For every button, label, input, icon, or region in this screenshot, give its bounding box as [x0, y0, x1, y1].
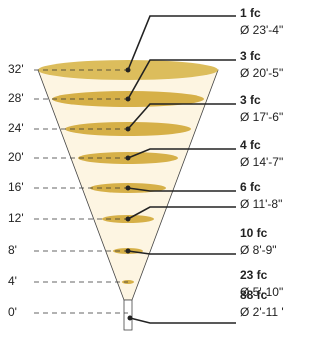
callout-dot — [128, 316, 133, 321]
height-label: 28' — [8, 91, 24, 105]
level-fc: 1 fc — [240, 6, 261, 20]
level-fc: 3 fc — [240, 49, 261, 63]
callout-line — [130, 318, 236, 323]
level-diameter: Ø 8'-9" — [240, 243, 277, 257]
callout-dot — [126, 68, 131, 73]
height-label: 8' — [8, 243, 17, 257]
height-label: 20' — [8, 150, 24, 164]
callout-dot — [126, 97, 131, 102]
height-label: 0' — [8, 305, 17, 319]
level-diameter: Ø 11'-8" — [240, 197, 282, 211]
callout-dot — [126, 249, 131, 254]
fixture — [124, 300, 132, 330]
height-label: 24' — [8, 121, 24, 135]
callout-dot — [126, 127, 131, 132]
beam-diagram: 32' 28' 24' 20' 16' 12' 8' 4' 0' 1 fc Ø 23'-4" 3 fc… — [0, 0, 294, 348]
level-diameter: Ø 14'-7" — [240, 155, 283, 169]
level-diameter: Ø 23'-4" — [240, 23, 283, 37]
level-diameter: Ø 20'-5" — [240, 66, 283, 80]
level-fc: 3 fc — [240, 93, 261, 107]
level-diameter: Ø 17'-6" — [240, 110, 283, 124]
level-diameter: Ø 2'-11 ' — [240, 305, 284, 319]
height-label: 12' — [8, 211, 24, 225]
height-label: 32' — [8, 62, 24, 76]
level-fc: 10 fc — [240, 226, 268, 240]
callout-dot — [126, 217, 131, 222]
level-fc: 4 fc — [240, 138, 261, 152]
callout-dot — [126, 156, 131, 161]
callout-dot — [126, 186, 131, 191]
level-fc: 88 fc — [240, 288, 268, 302]
height-label: 4' — [8, 274, 17, 288]
level-fc: 6 fc — [240, 180, 261, 194]
level-fc: 23 fc — [240, 268, 268, 282]
height-label: 16' — [8, 180, 24, 194]
